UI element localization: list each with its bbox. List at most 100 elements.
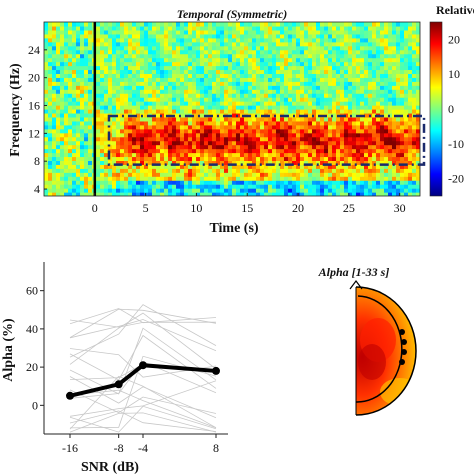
heatmap-cell: [124, 85, 129, 90]
heatmap-cell: [232, 25, 237, 31]
heatmap-cell: [260, 172, 265, 177]
heatmap-cell: [260, 132, 265, 138]
heatmap-cell: [216, 184, 221, 189]
heatmap-cell: [112, 124, 117, 130]
heatmap-cell: [256, 41, 261, 47]
heatmap-cell: [364, 89, 369, 94]
heatmap-cell: [228, 29, 233, 35]
heatmap-cell: [204, 65, 209, 71]
heatmap-cell: [356, 97, 361, 102]
line-x-ticks: -16 -8 -4 8: [62, 434, 219, 455]
heatmap-cell: [252, 101, 257, 106]
heatmap-cell: [328, 89, 333, 94]
heatmap-cell: [376, 144, 381, 150]
heatmap-cell: [288, 124, 293, 130]
heatmap-cell: [312, 140, 317, 146]
heatmap-cell: [352, 124, 357, 130]
heatmap-cell: [372, 109, 377, 114]
heatmap-cell: [380, 101, 385, 106]
heatmap-cell: [132, 192, 137, 196]
heatmap-cell: [248, 73, 253, 78]
heatmap-cell: [388, 164, 393, 169]
heatmap-cell: [72, 124, 77, 130]
heatmap-cell: [176, 53, 181, 59]
heatmap-cell: [120, 41, 125, 47]
heatmap-cell: [100, 69, 105, 74]
heatmap-cell: [292, 136, 297, 142]
heatmap-cell: [204, 116, 209, 122]
heatmap-cell: [344, 65, 349, 71]
heatmap-cell: [124, 45, 129, 51]
heatmap-cell: [44, 156, 49, 161]
heatmap-cell: [72, 188, 77, 193]
heatmap-cell: [380, 29, 385, 35]
heatmap-cell: [96, 89, 101, 94]
heatmap-cell: [104, 97, 109, 102]
heatmap-cell: [196, 192, 201, 196]
heatmap-cell: [380, 37, 385, 43]
heatmap-cell: [324, 93, 329, 98]
heatmap-cell: [140, 148, 145, 154]
heatmap-cell: [332, 69, 337, 74]
heatmap-cell: [136, 69, 141, 74]
heatmap-cell: [116, 53, 121, 59]
heatmap-cell: [224, 120, 229, 126]
heatmap-cell: [340, 132, 345, 138]
heatmap-cell: [260, 188, 265, 193]
heatmap-cell: [72, 144, 77, 150]
heatmap-cell: [264, 136, 269, 142]
heatmap-cell: [156, 112, 161, 118]
heatmap-cell: [228, 85, 233, 90]
heatmap-cell: [416, 168, 420, 173]
heatmap-cell: [396, 156, 401, 161]
heatmap-cell: [324, 144, 329, 150]
heatmap-cell: [52, 116, 57, 122]
heatmap-cell: [204, 148, 209, 154]
heatmap-cell: [356, 176, 361, 181]
heatmap-cell: [360, 89, 365, 94]
heatmap-cell: [68, 168, 73, 173]
heatmap-cell: [276, 136, 281, 142]
heatmap-cell: [388, 152, 393, 158]
heatmap-cell: [228, 37, 233, 43]
heatmap-cell: [176, 176, 181, 181]
heatmap-cell: [372, 22, 377, 27]
heatmap-cell: [412, 89, 417, 94]
heatmap-cell: [196, 152, 201, 158]
heatmap-cell: [136, 188, 141, 193]
heatmap-cell: [172, 33, 177, 39]
heatmap-cell: [280, 53, 285, 59]
heatmap-cell: [276, 41, 281, 47]
heatmap-cell: [240, 116, 245, 122]
heatmap-cell: [48, 124, 53, 130]
heatmap-cell: [316, 180, 321, 185]
heatmap-cell: [120, 192, 125, 196]
heatmap-cell: [388, 89, 393, 94]
heatmap-cell: [284, 148, 289, 154]
heatmap-cell: [272, 77, 277, 82]
heatmap-cell: [64, 29, 69, 35]
heatmap-cell: [236, 57, 241, 63]
heatmap-cell: [128, 77, 133, 82]
heatmap-cell: [312, 109, 317, 114]
heatmap-cell: [52, 29, 57, 35]
heatmap-cell: [268, 164, 273, 169]
heatmap-cell: [372, 156, 377, 161]
heatmap-cell: [240, 37, 245, 43]
heatmap-cell: [272, 105, 277, 110]
heatmap-cell: [260, 37, 265, 43]
heatmap-cell: [88, 37, 93, 43]
heatmap-cell: [160, 144, 165, 150]
heatmap-cell: [144, 148, 149, 154]
heatmap-cell: [392, 156, 397, 161]
heatmap-cell: [196, 73, 201, 78]
heatmap-cell: [344, 89, 349, 94]
heatmap-cell: [76, 192, 81, 196]
heatmap-cell: [236, 33, 241, 39]
heatmap-cell: [376, 49, 381, 55]
heatmap-cell: [300, 73, 305, 78]
heatmap-cell: [332, 124, 337, 130]
heatmap-cell: [188, 25, 193, 31]
heatmap-cell: [136, 152, 141, 158]
heatmap-cell: [384, 37, 389, 43]
